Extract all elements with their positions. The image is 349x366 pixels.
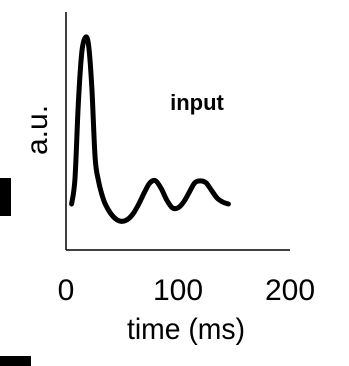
series-layer <box>69 34 231 224</box>
y-axis-label: a.u. <box>21 105 54 155</box>
edge-mark-lower <box>0 356 31 366</box>
series-line-0 <box>69 34 231 224</box>
ticks-layer: 0 100 200 <box>58 274 315 307</box>
x-axis-label: time (ms) <box>127 313 245 346</box>
x-tick-label-0: 0 <box>58 274 75 307</box>
edge-mark-upper <box>0 178 11 216</box>
x-tick-label-100: 100 <box>153 274 203 307</box>
axes <box>65 12 290 251</box>
annotation-input: input <box>170 90 224 115</box>
x-tick-label-200: 200 <box>265 274 315 307</box>
